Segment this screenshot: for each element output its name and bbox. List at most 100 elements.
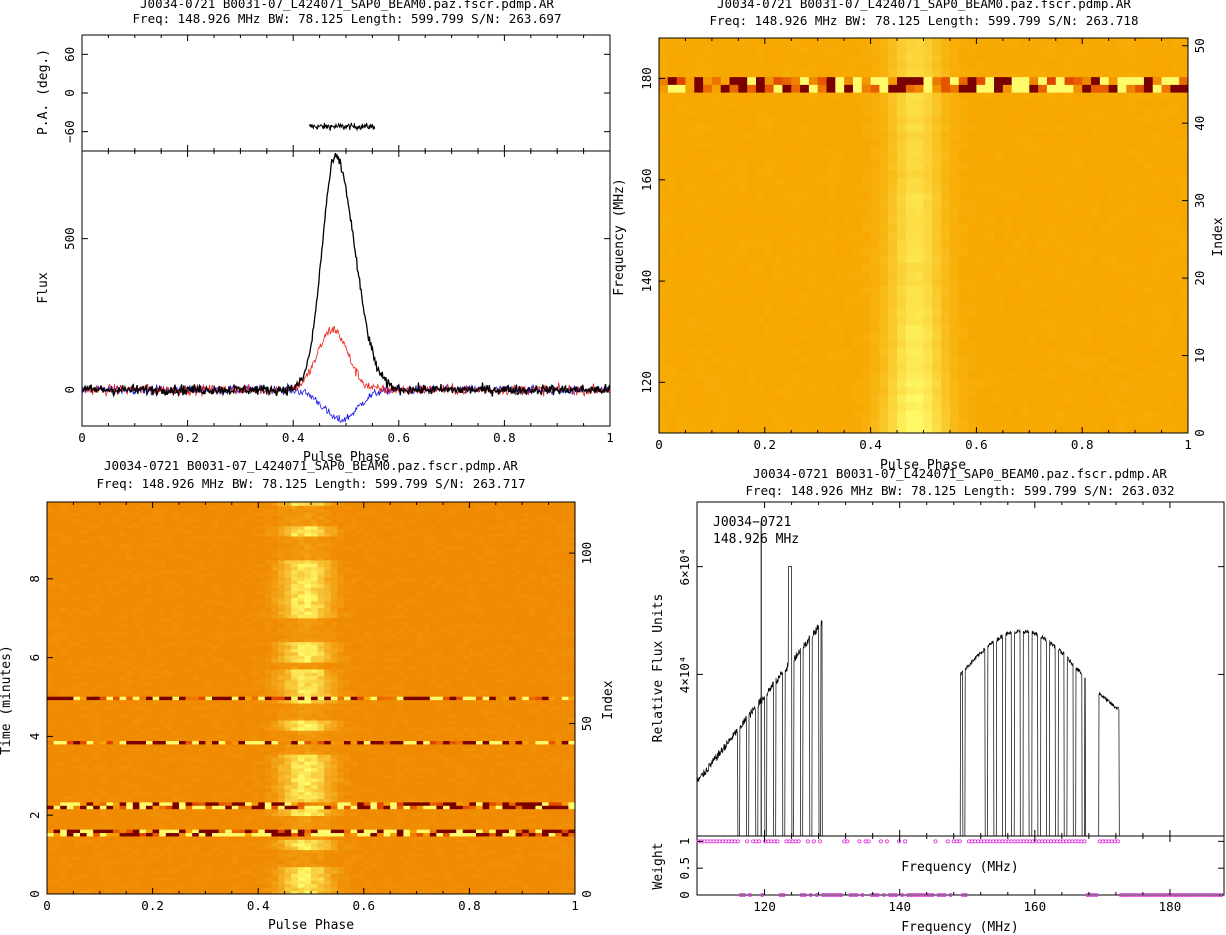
tp-cell [324,873,332,878]
fp-cell [1046,223,1057,233]
fp-cell [870,409,880,418]
fp-cell [1038,216,1048,225]
fp-cell [782,192,792,202]
tp-cell [146,863,153,868]
tp-cell [113,873,120,878]
tp-cell [218,887,226,891]
fp-cell [905,138,916,147]
fp-cell [694,216,704,225]
fp-cell [808,177,819,186]
fp-cell [1143,61,1154,70]
fp-cell [659,371,669,380]
tp-cell [245,883,252,888]
fp-cell [1091,200,1101,209]
fp-cell [659,332,669,341]
fp-cell [659,146,669,155]
fp-cell [800,285,810,294]
tp-cell [66,887,74,891]
fp-cell [773,355,783,364]
tp-cell [515,842,523,847]
fp-cell [747,332,757,341]
fp-cell [879,332,889,341]
tp-cell [172,863,180,868]
fp-cell [667,45,678,54]
tp-cell [212,832,219,837]
tp-cell [476,856,483,861]
fp-cell [659,394,669,403]
tp-cell [231,890,239,895]
fp-cell [667,146,678,155]
tp-cell [192,873,200,878]
tp-cell [179,849,186,854]
fp-cell [800,378,810,387]
tp-cell [357,873,365,878]
tp-cell [258,876,266,881]
tp-cell [60,842,68,847]
tp-cell [337,866,345,871]
fp-cell [1135,177,1145,186]
tp-cell [522,880,530,885]
fp-cell [932,425,942,434]
fp-cell [703,371,713,380]
fp-cell [1020,130,1030,140]
tp-cell [344,873,351,878]
fp-cell [1126,223,1136,233]
tp-cell [396,890,404,895]
fp-cell [791,208,801,217]
fp-cell [1179,107,1189,116]
tp-cell [297,839,305,844]
tp-cell [555,859,563,864]
tp-cell [66,870,74,874]
fp-cell [994,347,1004,356]
fp-cell [1029,309,1039,318]
fp-cell [747,309,757,318]
fp-cell [1073,347,1083,356]
fp-cell [985,254,995,264]
tp-cell [403,880,411,885]
tp-cell [179,853,186,857]
tp-cell [443,866,450,871]
fp-cell [914,355,924,364]
fp-cell [1152,146,1162,155]
fp-cell [817,200,827,209]
fp-cell [738,192,748,202]
tp-cell [383,853,391,857]
fp-cell [914,285,924,294]
tp-cell [403,825,411,830]
tp-cell [330,832,338,837]
fp-cell [835,99,845,109]
tp-cell [86,883,94,888]
tp-cell [106,829,114,834]
tp-cell [271,859,279,864]
fp-cell [667,185,678,194]
fp-cell [826,324,836,333]
tp-cell [502,836,510,840]
tp-cell [344,890,351,895]
fp-cell [1055,185,1065,194]
fp-y2tick-label: 10 [1192,348,1207,363]
fp-cell [1099,61,1110,70]
tp-cell [509,870,516,874]
tp-cell [350,876,358,881]
tp-cell [212,866,219,871]
fp-cell [932,192,942,202]
fp-cell [1038,185,1048,194]
fp-cell [1170,247,1180,256]
tp-cell [238,883,246,888]
fp-cell [1117,425,1127,434]
fp-cell [826,347,836,356]
tp-cell [53,887,61,891]
fp-cell [844,363,854,372]
tp-cell [245,846,252,851]
fp-cell [994,99,1004,109]
fp-cell [755,425,766,434]
fp-cell [755,278,766,287]
fp-cell [1135,239,1145,248]
tp-cell [99,859,107,864]
tp-cell [568,883,576,888]
fp-cell [782,115,792,124]
tp-cell [278,825,285,830]
fp-cell [791,154,801,163]
fp-cell [949,169,960,178]
fp-cell [1055,355,1065,364]
